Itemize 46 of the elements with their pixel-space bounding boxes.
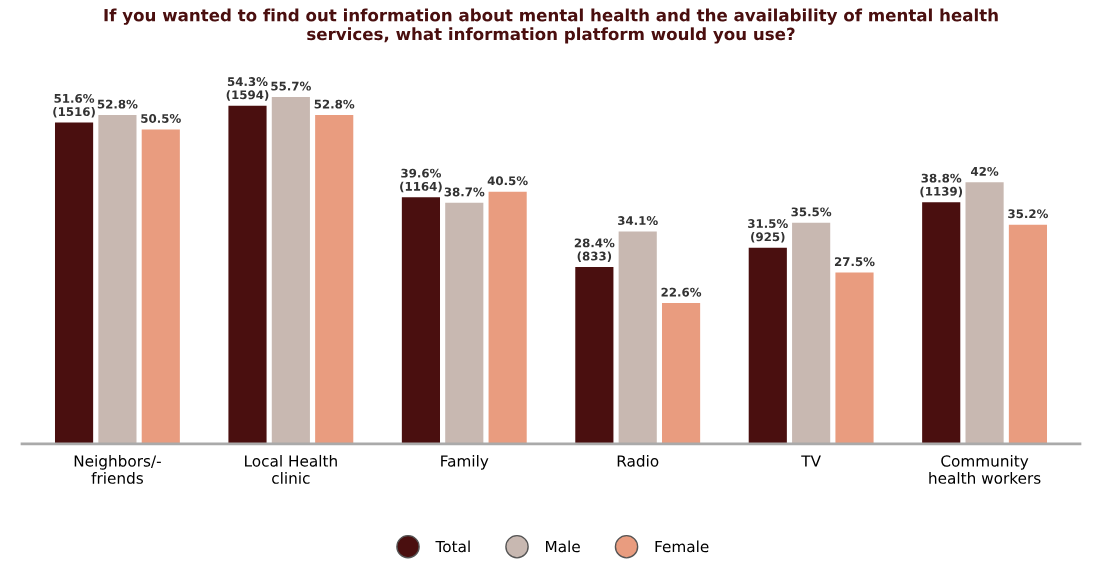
bar — [575, 266, 614, 444]
legend-label: Total — [435, 540, 470, 553]
bar — [965, 182, 1004, 444]
data-label: 31.5% (925) — [748, 219, 788, 243]
data-label: 51.6% (1516) — [53, 93, 95, 118]
bar — [488, 191, 527, 444]
data-label: 54.3% (1594) — [226, 77, 269, 101]
data-label: 39.6% (1164) — [400, 168, 442, 193]
data-label: 35.5% — [791, 207, 832, 217]
x-tick-label: Radio — [617, 454, 659, 467]
bar — [98, 115, 137, 444]
x-tick-label: Family — [441, 454, 489, 470]
data-label: 40.5% — [487, 176, 528, 186]
bar — [445, 202, 484, 444]
data-label: 52.8% — [97, 99, 138, 109]
bar — [748, 247, 787, 444]
bar — [54, 122, 94, 444]
bar — [792, 222, 831, 444]
data-label: 27.5% — [834, 257, 875, 267]
data-label: 38.8% (1139) — [920, 173, 963, 198]
data-label: 22.6% — [661, 287, 702, 297]
bar — [315, 115, 354, 444]
bar — [618, 231, 657, 444]
bar — [661, 303, 701, 444]
data-label: 38.7% — [444, 187, 485, 197]
data-label: 50.5% — [141, 114, 181, 123]
bar — [401, 197, 441, 444]
data-label: 35.2% — [1008, 209, 1049, 219]
bar — [1008, 224, 1048, 444]
legend-label: Female — [655, 540, 709, 553]
data-label: 55.7% — [271, 81, 311, 91]
bar — [228, 105, 267, 444]
chart-title: If you wanted to find out information about mental health and the availability of mental health services, what information platform would you use? — [104, 8, 998, 44]
x-tick-label: Community health workers — [929, 454, 1041, 484]
data-label: 28.4% (833) — [574, 238, 615, 262]
bar — [141, 129, 180, 444]
data-label: 52.8% — [314, 99, 355, 109]
data-label: 42% — [970, 166, 999, 176]
bar — [922, 202, 961, 444]
bar — [271, 97, 310, 444]
x-tick-label: Local Health clinic — [245, 454, 337, 484]
x-tick-label: TV — [801, 455, 821, 467]
data-label: 34.1% — [618, 216, 658, 226]
bar — [835, 272, 874, 444]
x-tick-label: Neighbors/- friends — [74, 454, 161, 484]
legend-label: Male — [546, 540, 580, 553]
